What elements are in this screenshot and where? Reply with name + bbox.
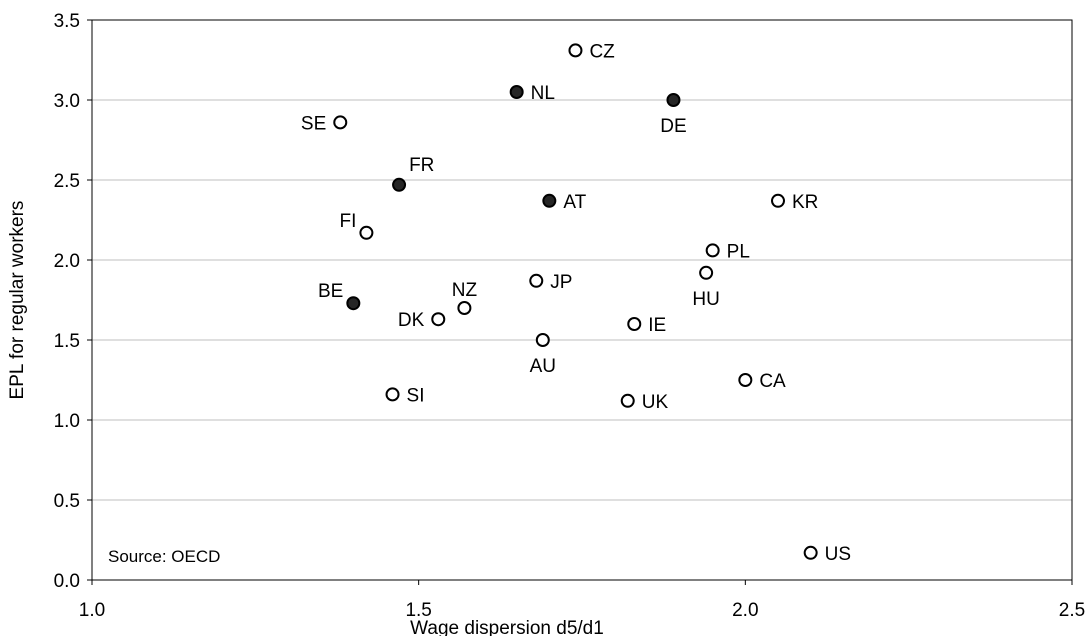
point-nz — [457, 301, 472, 315]
point-pl — [705, 243, 720, 258]
point-fr — [392, 177, 407, 192]
point-label-be: BE — [318, 281, 343, 302]
point-label-ie: IE — [648, 315, 666, 336]
point-label-us: US — [825, 544, 851, 565]
point-label-nz: NZ — [452, 280, 478, 301]
point-at — [542, 193, 557, 208]
point-label-se: SE — [301, 113, 326, 134]
y-tick-label: 2.0 — [54, 251, 80, 272]
point-label-uk: UK — [642, 392, 669, 413]
point-kr — [771, 193, 785, 208]
gridlines — [92, 99, 1072, 501]
point-de — [666, 93, 681, 107]
point-se — [333, 115, 348, 130]
point-au — [535, 333, 550, 347]
source-note: Source: OECD — [108, 547, 220, 566]
point-label-fi: FI — [340, 211, 357, 232]
point-label-au: AU — [530, 356, 556, 377]
data-points: CZ NL DE SE FR AT KR FI PL HU JP BE NZ DK IE AU CA SI UK US — [301, 41, 851, 564]
x-tick-label: 2.5 — [1059, 600, 1085, 621]
point-cz — [568, 43, 583, 58]
point-label-jp: JP — [550, 272, 572, 293]
point-us — [803, 545, 818, 560]
point-ca — [738, 373, 753, 387]
point-nl — [509, 85, 524, 99]
point-label-si: SI — [407, 385, 425, 406]
plot-area — [91, 19, 1073, 581]
y-axis-ticks: 0.0 0.5 1.0 1.5 2.0 2.5 3.0 3.5 — [54, 11, 92, 592]
x-tick-label: 1.0 — [79, 600, 105, 621]
y-tick-label: 1.0 — [54, 411, 80, 432]
y-tick-label: 1.5 — [54, 331, 80, 352]
y-tick-label: 3.0 — [54, 91, 80, 112]
x-axis-ticks: 1.0 1.5 2.0 2.5 — [79, 580, 1085, 621]
x-tick-label: 2.0 — [732, 600, 758, 621]
point-si — [385, 387, 400, 402]
point-label-kr: KR — [792, 192, 818, 213]
point-label-de: DE — [660, 116, 686, 137]
x-axis-title: Wage dispersion d5/d1 — [410, 618, 604, 636]
y-tick-label: 2.5 — [54, 171, 80, 192]
x-tick-label: 1.5 — [405, 600, 431, 621]
point-jp — [529, 273, 544, 288]
point-label-ca: CA — [759, 371, 786, 392]
point-label-cz: CZ — [589, 41, 615, 62]
point-ie — [627, 317, 642, 331]
point-dk — [431, 312, 446, 327]
point-uk — [620, 393, 635, 408]
point-hu — [699, 265, 714, 280]
point-label-dk: DK — [398, 310, 425, 331]
y-tick-label: 3.5 — [54, 11, 80, 32]
point-fi — [359, 225, 374, 240]
point-be — [346, 296, 361, 311]
y-tick-label: 0.5 — [54, 491, 80, 512]
point-label-nl: NL — [531, 83, 555, 104]
y-axis-title: EPL for regular workers — [7, 201, 28, 400]
point-label-hu: HU — [692, 289, 719, 310]
point-label-fr: FR — [409, 155, 434, 176]
point-label-pl: PL — [727, 241, 750, 262]
point-label-at: AT — [563, 192, 586, 213]
y-tick-label: 0.0 — [54, 571, 80, 592]
